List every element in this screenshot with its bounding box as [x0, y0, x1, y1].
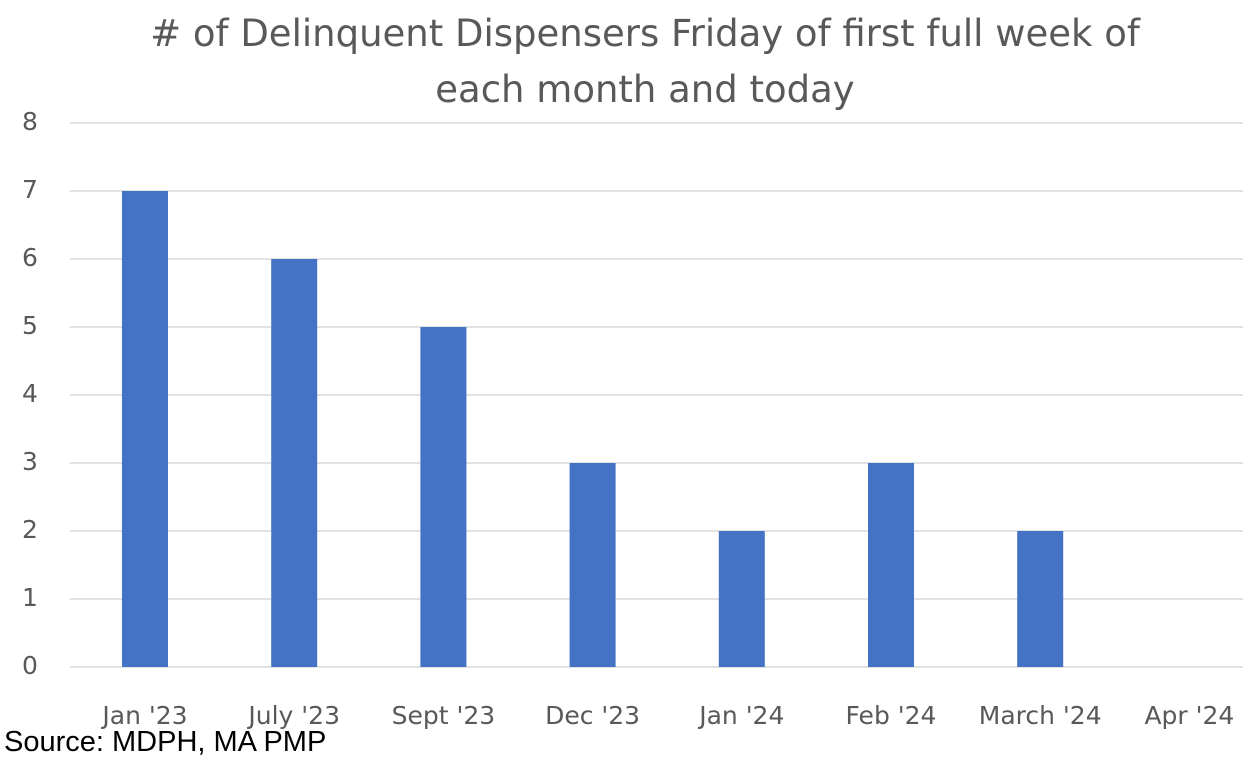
x-tick-label: March '24: [979, 701, 1102, 730]
x-tick-label: Sept '23: [392, 701, 496, 730]
x-tick-label: Jan '24: [697, 701, 784, 730]
x-tick-label: July '23: [246, 701, 340, 730]
y-tick-label: 2: [22, 515, 38, 544]
x-tick-label: Apr '24: [1144, 701, 1234, 730]
y-tick-label: 7: [22, 175, 38, 204]
bar: [122, 191, 168, 667]
y-tick-label: 8: [22, 107, 38, 136]
y-tick-label: 3: [22, 447, 38, 476]
source-note: Source: MDPH, MA PMP: [4, 726, 327, 758]
y-tick-label: 0: [22, 651, 38, 680]
y-tick-label: 6: [22, 243, 38, 272]
x-tick-label: Feb '24: [846, 701, 937, 730]
chart-title: # of Delinquent Dispensers Friday of fir…: [150, 12, 1140, 111]
bar: [868, 463, 914, 667]
bar: [718, 531, 765, 667]
bar: [271, 259, 318, 667]
y-tick-label: 1: [22, 583, 38, 612]
bar: [1017, 531, 1064, 667]
x-tick-label: Jan '23: [100, 701, 187, 730]
y-tick-label: 5: [22, 311, 38, 340]
bar: [569, 463, 616, 667]
bar: [420, 327, 467, 667]
y-tick-label: 4: [22, 379, 38, 408]
x-tick-label: Dec '23: [545, 701, 640, 730]
